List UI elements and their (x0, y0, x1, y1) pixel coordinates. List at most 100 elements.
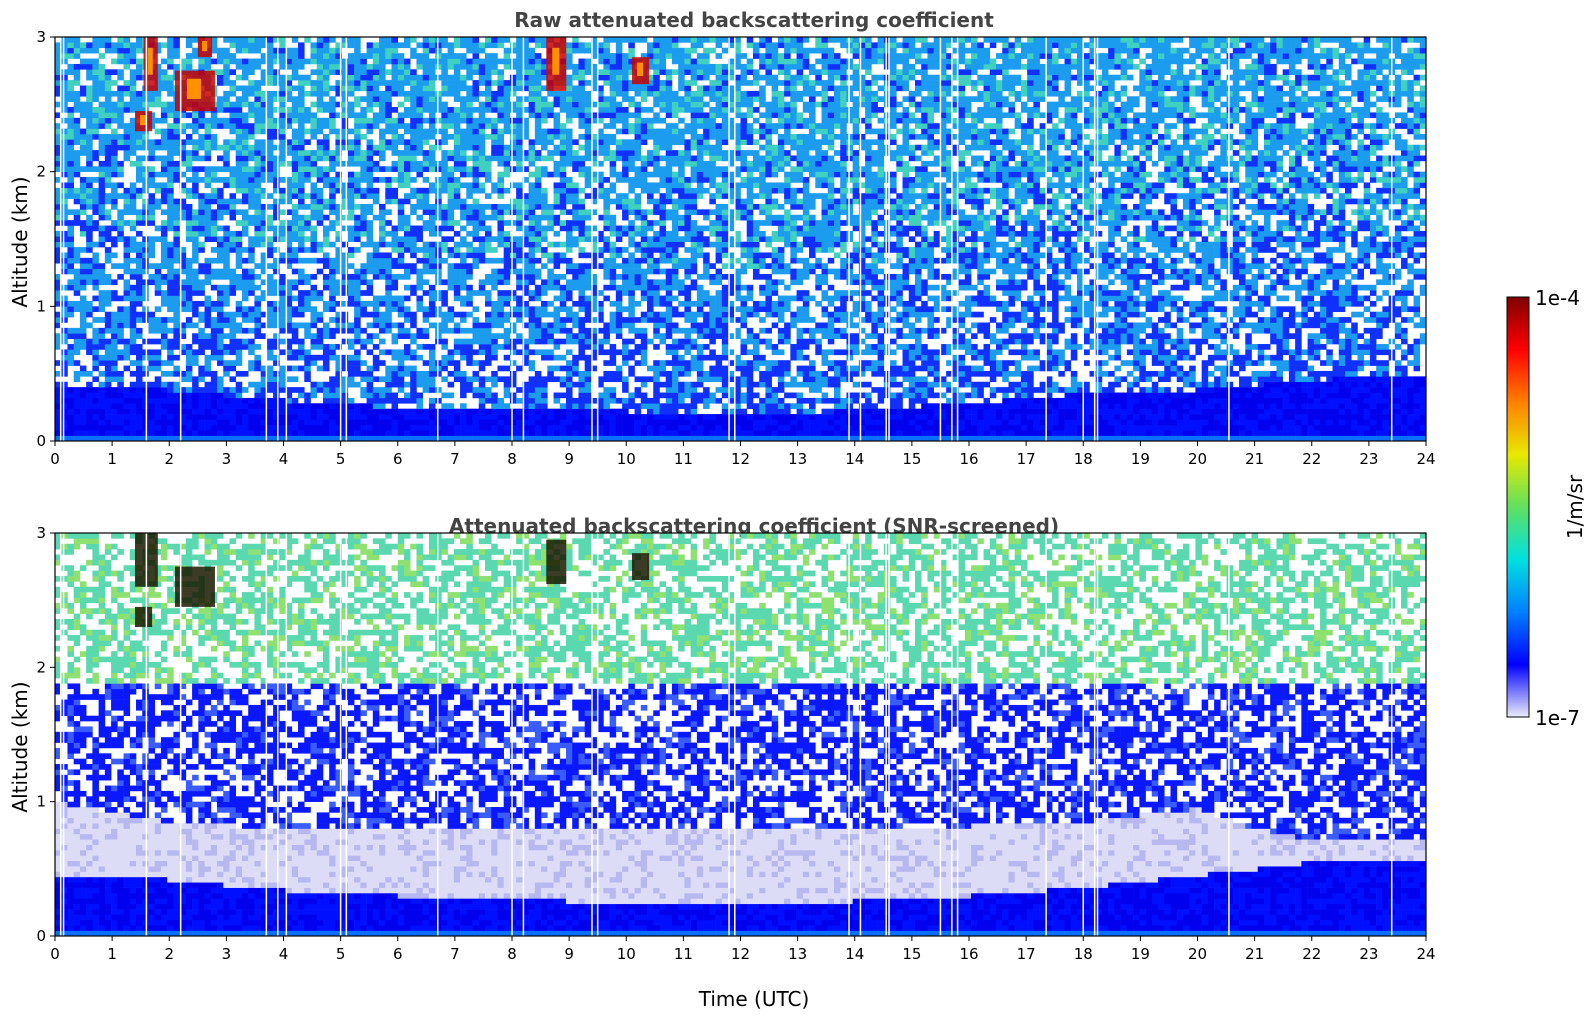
field-cell (485, 123, 492, 129)
field-cell (317, 172, 324, 178)
field-cell (454, 376, 461, 382)
field-cell (466, 123, 473, 129)
field-cell (367, 220, 374, 226)
field-cell (279, 80, 286, 86)
field-cell (323, 156, 330, 162)
field-cell (423, 85, 430, 91)
field-cell (516, 102, 523, 108)
field-cell (279, 425, 286, 431)
field-cell (398, 301, 405, 307)
field-cell (205, 414, 212, 420)
field-cell (61, 118, 68, 124)
field-cell (348, 204, 355, 210)
field-cell (111, 80, 118, 86)
field-cell (535, 64, 542, 70)
field-cell (80, 139, 87, 145)
field-cell (242, 75, 249, 81)
field-cell (273, 403, 280, 409)
field-cell (105, 317, 112, 323)
field-cell (429, 156, 436, 162)
field-cell (354, 328, 361, 334)
field-cell (80, 301, 87, 307)
field-cell (504, 301, 511, 307)
field-cell (236, 409, 243, 415)
field-cell (479, 425, 486, 431)
field-cell (229, 387, 236, 393)
field-cell (441, 403, 448, 409)
field-cell (74, 398, 81, 404)
field-cell (404, 317, 411, 323)
field-cell (398, 414, 405, 420)
field-cell (460, 204, 467, 210)
field-cell (473, 145, 480, 151)
field-cell (211, 306, 218, 312)
field-cell (454, 247, 461, 253)
field-cell (136, 425, 143, 431)
field-cell (105, 349, 112, 355)
field-cell (572, 85, 579, 91)
field-cell (317, 312, 324, 318)
field-cell (248, 430, 255, 436)
field-cell (423, 199, 430, 205)
field-cell (385, 220, 392, 226)
field-cell (410, 269, 417, 275)
field-cell (130, 301, 137, 307)
field-cell (267, 349, 274, 355)
field-cell (354, 85, 361, 91)
field-cell (348, 59, 355, 65)
field-cell (292, 306, 299, 312)
field-cell (373, 274, 380, 280)
field-cell (311, 236, 318, 242)
field-cell (367, 414, 374, 420)
field-cell (217, 349, 224, 355)
field-cell (254, 312, 261, 318)
field-cell (504, 274, 511, 280)
field-cell (554, 393, 561, 399)
field-cell (161, 403, 168, 409)
field-cell (404, 419, 411, 425)
field-cell (585, 393, 592, 399)
field-cell (124, 145, 131, 151)
field-cell (398, 258, 405, 264)
field-cell (554, 263, 561, 269)
field-cell (99, 430, 106, 436)
field-cell (398, 349, 405, 355)
field-cell (398, 123, 405, 129)
field-cell (148, 312, 155, 318)
field-cell (105, 231, 112, 237)
field-cell (367, 419, 374, 425)
field-cell (367, 193, 374, 199)
field-cell (454, 231, 461, 237)
field-cell (105, 387, 112, 393)
field-cell (454, 328, 461, 334)
field-cell (111, 366, 118, 372)
field-cell (429, 425, 436, 431)
field-cell (111, 414, 118, 420)
field-cell (404, 96, 411, 102)
field-cell (348, 344, 355, 350)
field-cell (360, 150, 367, 156)
field-cell (198, 312, 205, 318)
field-cell (547, 134, 554, 140)
field-cell (416, 134, 423, 140)
field-cell (105, 393, 112, 399)
field-cell (111, 387, 118, 393)
field-cell (529, 398, 536, 404)
field-cell (80, 182, 87, 188)
field-cell (173, 344, 180, 350)
field-cell (317, 344, 324, 350)
field-cell (248, 91, 255, 97)
field-cell (161, 274, 168, 280)
field-cell (74, 75, 81, 81)
field-cell (566, 279, 573, 285)
field-cell (578, 393, 585, 399)
field-cell (410, 161, 417, 167)
field-cell (497, 269, 504, 275)
field-cell (423, 156, 430, 162)
field-cell (111, 69, 118, 75)
field-cell (416, 42, 423, 48)
field-cell (254, 182, 261, 188)
field-cell (292, 182, 299, 188)
field-cell (205, 193, 212, 199)
field-cell (547, 215, 554, 221)
